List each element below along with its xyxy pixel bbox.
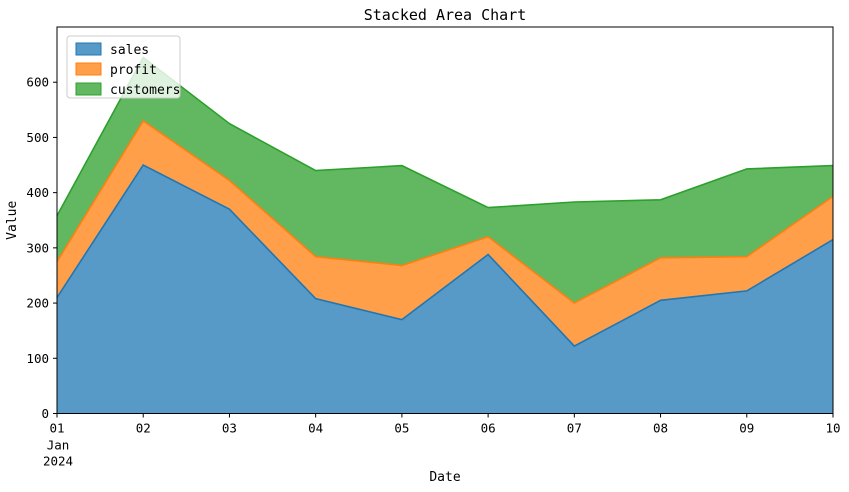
legend-label-profit: profit: [110, 63, 157, 78]
x-tick-label: 03: [222, 421, 237, 436]
x-tick-label: 06: [481, 421, 496, 436]
x-tick-label: 10: [825, 421, 840, 436]
x-tick-label: 07: [567, 421, 582, 436]
legend-swatch-sales: [75, 42, 102, 56]
x-tick-sublabel: 2024: [43, 454, 73, 469]
line-profit: [56, 119, 834, 305]
area-sales: [57, 165, 833, 414]
y-tick-label: 0: [41, 406, 49, 421]
legend-swatch-profit: [75, 62, 102, 76]
y-tick-label: 500: [26, 130, 49, 145]
x-tick-label: 01: [49, 421, 64, 436]
x-tick-label: 05: [394, 421, 409, 436]
x-tick-label: 09: [739, 421, 754, 436]
y-tick-label: 200: [26, 296, 49, 311]
x-axis-label: Date: [429, 470, 460, 485]
x-tick-label: 02: [136, 421, 151, 436]
y-tick-label: 400: [26, 185, 49, 200]
chart-title: Stacked Area Chart: [364, 6, 527, 24]
x-tick-label: 08: [653, 421, 668, 436]
legend-label-customers: customers: [110, 83, 180, 98]
legend-label-sales: sales: [110, 43, 149, 58]
y-tick-label: 100: [26, 351, 49, 366]
legend-swatch-customers: [75, 82, 102, 96]
y-axis-label: Value: [5, 201, 20, 240]
x-tick-label: 04: [308, 421, 323, 436]
area-customers: [57, 57, 833, 304]
axes-frame: [56, 26, 834, 414]
y-tick-label: 300: [26, 240, 49, 255]
y-tick-label: 600: [26, 75, 49, 90]
line-customers: [56, 56, 834, 217]
area-profit: [57, 120, 833, 347]
line-sales: [56, 163, 834, 348]
x-tick-sublabel: Jan: [47, 438, 70, 453]
